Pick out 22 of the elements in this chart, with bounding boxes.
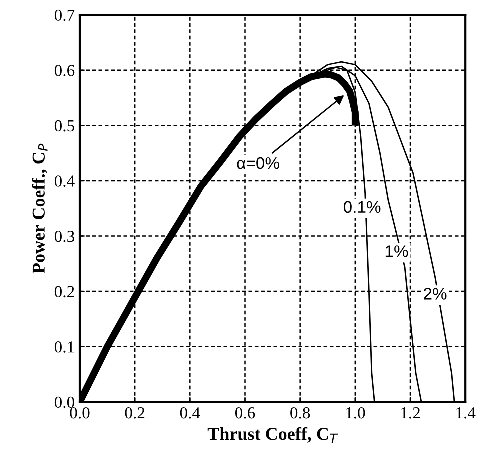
x-axis-title: Thrust Coeff, C$_{T}$ xyxy=(208,427,338,444)
y-tick-label: 0.5 xyxy=(54,120,74,132)
annotation: α=0% xyxy=(237,157,280,170)
x-tick-label: 0.0 xyxy=(70,407,90,419)
y-tick-label: 0.4 xyxy=(54,176,75,187)
annotation: 2% xyxy=(424,288,447,300)
y-tick-label: 0.3 xyxy=(54,230,74,242)
x-tick-label: 0.8 xyxy=(290,407,310,419)
x-tick-label: 0.4 xyxy=(180,407,200,419)
annotation: 1% xyxy=(386,246,408,258)
y-tick-label: 0.1 xyxy=(54,342,74,353)
y-tick-label: 0.0 xyxy=(54,396,74,408)
x-tick-label: 1.2 xyxy=(402,408,420,419)
annotation: 0.1% xyxy=(344,201,381,214)
x-tick-label: 0.6 xyxy=(235,407,256,419)
x-tick-label: 0.2 xyxy=(125,407,145,419)
x-tick-label: 1.0 xyxy=(346,407,366,419)
x-tick-label: 1.4 xyxy=(456,408,476,419)
y-tick-label: 0.2 xyxy=(54,286,74,298)
y-axis-title: Power Coeff., C$_{P}$ xyxy=(32,144,48,274)
y-tick-label: 0.6 xyxy=(54,65,75,76)
y-tick-label: 0.7 xyxy=(54,10,75,22)
